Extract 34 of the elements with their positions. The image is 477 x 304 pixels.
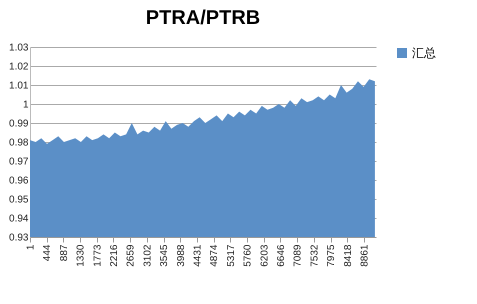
x-tick-label: 4431: [192, 244, 204, 267]
x-tick-label: 8418: [342, 244, 354, 267]
x-tick-label: 6646: [276, 244, 287, 267]
legend-label: 汇总: [412, 46, 436, 60]
y-tick-label: 0.98: [9, 138, 29, 148]
x-tick-label: 7975: [326, 244, 338, 267]
y-tick-label: 1.03: [9, 42, 29, 54]
y-tick-label: 1: [22, 100, 29, 110]
y-tick-label: 1.02: [9, 62, 29, 72]
x-tick-label: 3102: [142, 244, 154, 267]
x-tick-label: 5760: [242, 244, 254, 267]
y-tick-label: 0.96: [9, 176, 29, 186]
x-tick-label: 3988: [176, 244, 187, 267]
x-tick-label: 8861: [359, 244, 370, 267]
x-tick-label: 2659: [126, 244, 137, 267]
chart-title: PTRA/PTRB: [146, 7, 260, 29]
x-tick-label: 444: [42, 244, 54, 262]
y-tick-label: 0.93: [9, 232, 29, 244]
x-tick-label: 5317: [226, 244, 237, 267]
x-tick-label: 7089: [292, 244, 304, 267]
y-tick-label: 1.01: [9, 80, 29, 92]
x-tick-label: 6203: [259, 244, 270, 267]
x-tick-label: 3545: [159, 244, 170, 267]
x-tick-label: 1773: [92, 244, 104, 267]
x-tick-label: 7532: [309, 244, 320, 267]
x-tick-label: 4874: [209, 244, 220, 267]
x-tick-label: 1: [26, 244, 36, 250]
y-tick-label: 0.99: [9, 118, 29, 130]
x-tick-label: 1330: [76, 244, 87, 267]
y-tick-label: 0.94: [9, 214, 29, 224]
y-tick-label: 0.97: [9, 156, 29, 168]
x-tick-label: 2216: [108, 244, 120, 267]
x-tick-label: 887: [58, 244, 70, 262]
y-tick-label: 0.95: [9, 194, 29, 206]
